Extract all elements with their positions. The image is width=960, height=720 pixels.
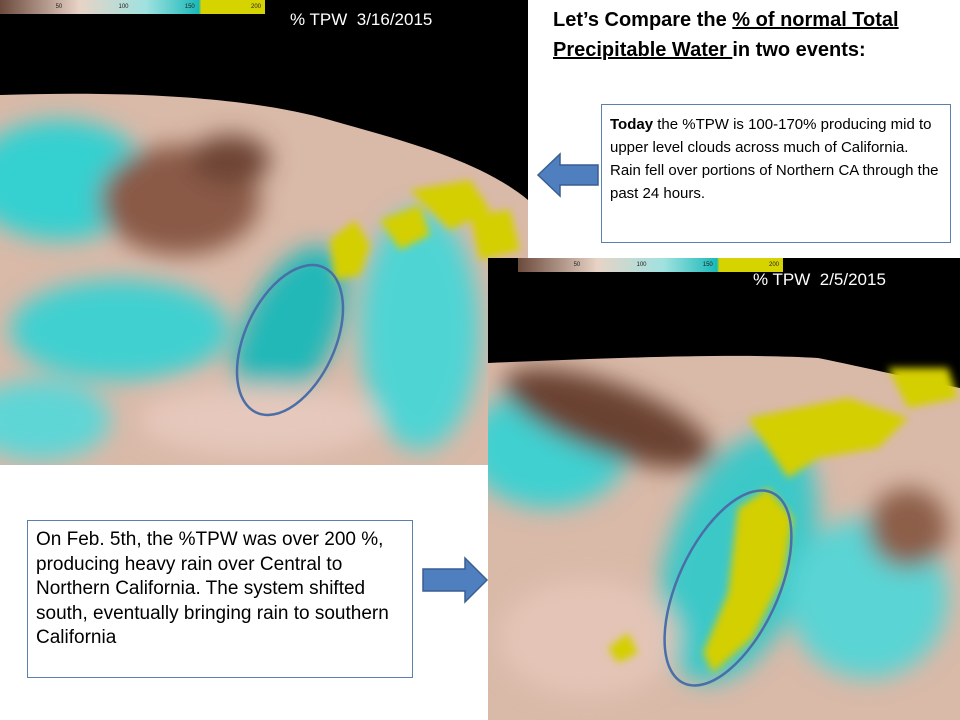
title-underlined: % of normal Total Precipitable Water (553, 9, 899, 61)
colorbar-label: 50 (573, 262, 581, 268)
bold-text: Today (610, 116, 654, 133)
colorbar-label: 100 (118, 4, 129, 10)
colorbar-label: 150 (702, 262, 713, 268)
colorbar-label: 100 (636, 262, 647, 268)
colorbar: 50 100 150 200 (0, 0, 265, 14)
colorbar-label: 200 (250, 4, 261, 10)
map-image (0, 0, 528, 465)
title-text: Let’s Compare the (553, 9, 733, 31)
tpw-map: 50 100 150 200 % TPW 2/5/2015 (488, 258, 960, 720)
box-text: the %TPW is 100-170% producing mid to up… (610, 116, 939, 202)
colorbar-label: 50 (55, 4, 63, 10)
box-text: On Feb. 5th, the %TPW was over 200 %, pr… (36, 529, 389, 648)
colorbar-label: 150 (184, 4, 195, 10)
map-label: % TPW 2/5/2015 (753, 270, 886, 289)
text-box: On Feb. 5th, the %TPW was over 200 %, pr… (27, 520, 413, 678)
tpw-map: 50 100 150 200 % TPW 3/16/2015 (0, 0, 528, 465)
arrow-right (422, 556, 489, 604)
title-text: in two events: (732, 39, 866, 61)
map-image (488, 258, 960, 720)
map-label: % TPW 3/16/2015 (290, 10, 433, 29)
colorbar: 50 100 150 200 (518, 258, 783, 272)
slide-title: Let’s Compare the % of normal Total Prec… (553, 5, 923, 65)
colorbar-label: 200 (768, 262, 779, 268)
text-box: Today the %TPW is 100-170% producing mid… (601, 104, 951, 243)
arrow-left (536, 152, 599, 198)
